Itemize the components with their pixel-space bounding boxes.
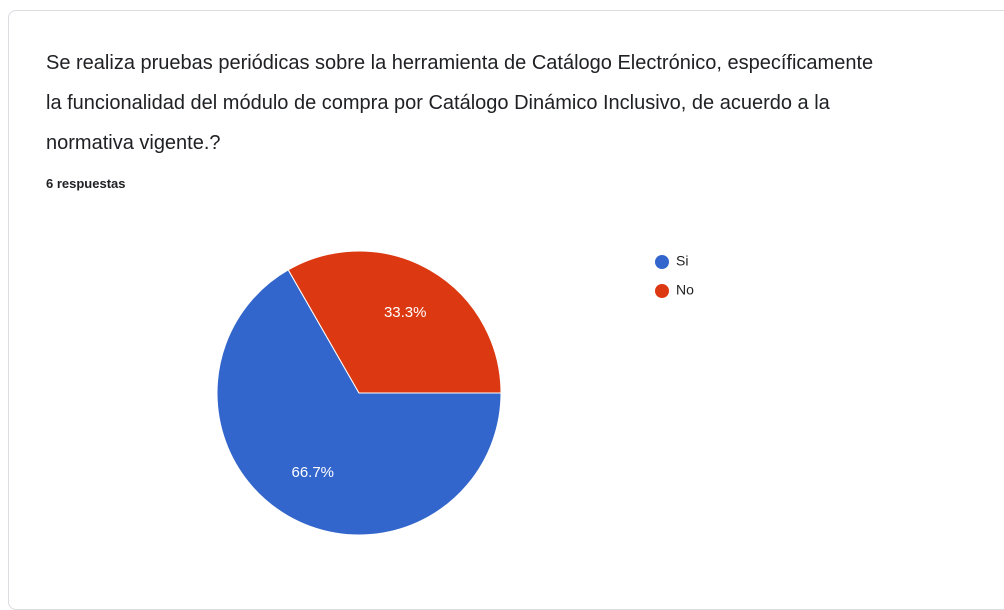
- legend-swatch: [655, 284, 669, 298]
- legend-swatch: [655, 255, 669, 269]
- page: {"chart_data": {"type": "pie", "title": …: [8, 10, 1004, 610]
- response-count: 6 respuestas: [46, 176, 126, 191]
- slice-label: 33.3%: [384, 304, 427, 321]
- legend-label: No: [676, 282, 694, 298]
- chart: 66.7% 33.3% Si No: [216, 250, 694, 536]
- pie-slice: [287, 250, 502, 394]
- slice-label: 66.7%: [291, 464, 334, 481]
- legend-label: Si: [676, 253, 688, 269]
- chart-title: Se realiza pruebas periódicas sobre la h…: [46, 52, 874, 154]
- pie-slice: [216, 269, 502, 536]
